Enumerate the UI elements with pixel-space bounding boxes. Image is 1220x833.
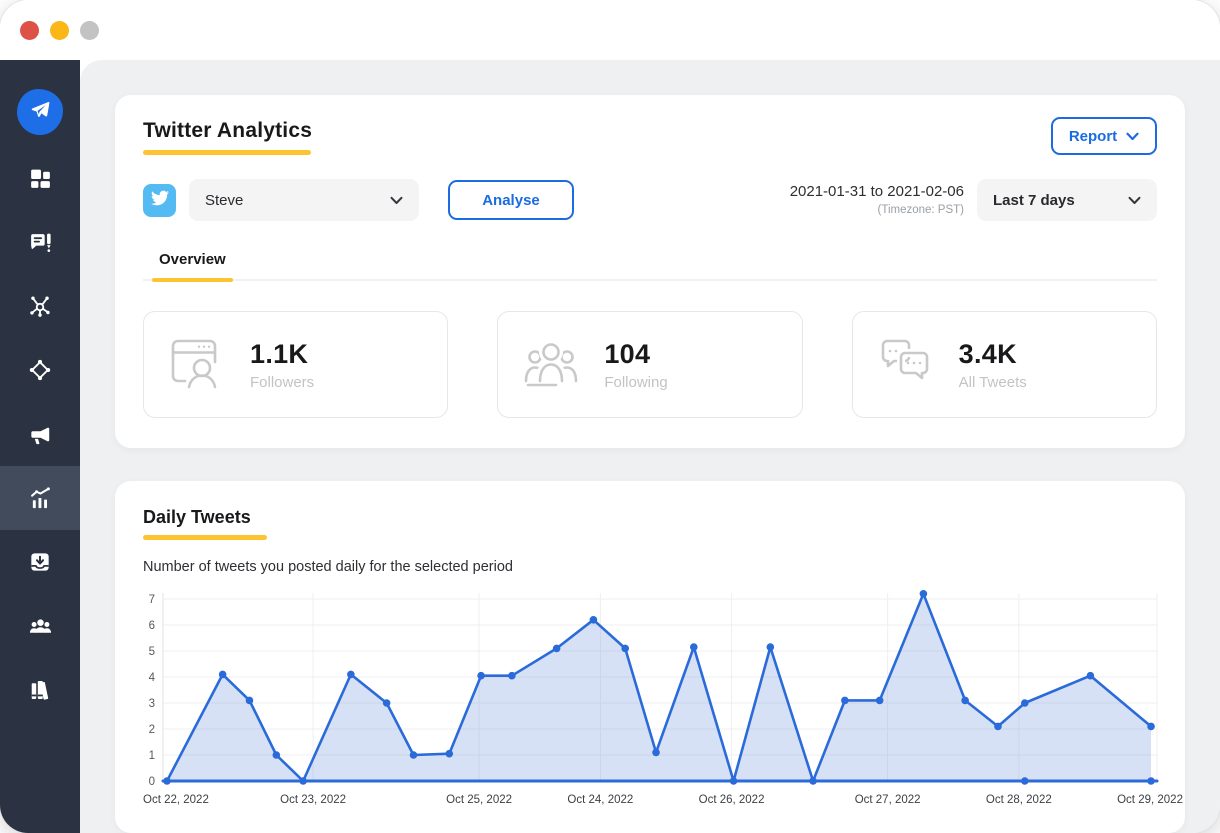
chart-title: Daily Tweets [143, 507, 251, 527]
profile-window-icon [168, 335, 226, 394]
sidebar-item-targets[interactable] [0, 338, 80, 402]
sidebar [0, 60, 80, 833]
stat-card-followers: 1.1K Followers [143, 311, 449, 418]
close-window-button[interactable] [20, 20, 39, 40]
tab-active-underline [152, 278, 233, 282]
send-icon [29, 99, 51, 126]
sidebar-item-analytics[interactable] [0, 466, 80, 530]
sidebar-item-team[interactable] [0, 594, 80, 658]
sidebar-item-logo[interactable] [0, 78, 80, 146]
line-area-chart: 0 1 2 3 4 5 6 7 Oct 22, 2022 Oct 23, 2022 Oct 25, … [143, 590, 1183, 806]
timezone-note: (Timezone: PST) [877, 203, 964, 216]
stat-card-all-tweets: 3.4K All Tweets [851, 311, 1157, 418]
svg-text:2: 2 [149, 724, 155, 736]
stat-label: Followers [250, 373, 315, 391]
sidebar-item-campaigns[interactable] [0, 402, 80, 466]
megaphone-icon [27, 421, 53, 447]
sidebar-item-dashboard[interactable] [0, 146, 80, 210]
sidebar-item-library[interactable] [0, 658, 80, 722]
analyse-button[interactable]: Analyse [448, 180, 574, 220]
inbox-download-icon [27, 549, 53, 575]
team-icon [27, 613, 54, 640]
chart-subtitle: Number of tweets you posted daily for th… [143, 559, 513, 575]
date-range-text: 2021-01-31 to 2021-02-06 [789, 182, 964, 200]
stat-value: 104 [604, 338, 651, 369]
daily-tweets-chart: 0 1 2 3 4 5 6 7 Oct 22, 2022 Oct 23, 2022 Oct 25, … [143, 590, 1183, 817]
svg-text:6: 6 [149, 620, 155, 632]
window-titlebar [0, 0, 1220, 60]
daily-tweets-card: Daily Tweets Number of tweets you posted… [115, 481, 1185, 833]
main-content: Twitter Analytics Report [80, 60, 1220, 833]
svg-text:7: 7 [149, 594, 155, 606]
stat-value: 3.4K [958, 338, 1017, 369]
dashboard-icon [28, 166, 53, 191]
stat-value: 1.1K [250, 338, 309, 369]
period-select[interactable]: Last 7 days [977, 179, 1157, 221]
group-icon [522, 335, 580, 394]
svg-text:Oct 24, 2022: Oct 24, 2022 [567, 794, 633, 806]
chat-bubbles-icon [877, 335, 935, 394]
svg-text:1: 1 [149, 750, 155, 762]
svg-text:Oct 23, 2022: Oct 23, 2022 [280, 794, 346, 806]
svg-text:3: 3 [149, 698, 155, 710]
chevron-down-icon [1126, 128, 1139, 145]
account-select-value: Steve [205, 191, 244, 209]
svg-text:0: 0 [149, 776, 155, 788]
zoom-window-button[interactable] [80, 20, 99, 40]
chevron-down-icon [1128, 192, 1141, 209]
sidebar-item-posts[interactable] [0, 210, 80, 274]
analyse-button-label: Analyse [482, 191, 540, 209]
report-button-label: Report [1068, 127, 1118, 145]
stat-card-following: 104 Following [497, 311, 803, 418]
svg-text:5: 5 [149, 646, 155, 658]
svg-text:Oct 22, 2022: Oct 22, 2022 [143, 794, 209, 806]
tab-overview-label: Overview [159, 251, 226, 268]
chart-title-underline [143, 535, 267, 540]
network-icon [27, 293, 53, 319]
twitter-badge [143, 183, 176, 217]
svg-text:Oct 26, 2022: Oct 26, 2022 [699, 794, 765, 806]
sidebar-item-inbox[interactable] [0, 530, 80, 594]
sidebar-item-network[interactable] [0, 274, 80, 338]
diamond-nodes-icon [27, 357, 53, 383]
title-underline [143, 150, 311, 155]
stat-label: All Tweets [958, 373, 1027, 391]
svg-text:4: 4 [149, 672, 156, 684]
date-range-block: 2021-01-31 to 2021-02-06 (Timezone: PST) [790, 183, 964, 217]
app-logo [17, 89, 63, 135]
period-select-value: Last 7 days [993, 191, 1075, 209]
svg-text:Oct 27, 2022: Oct 27, 2022 [855, 794, 921, 806]
page-title: Twitter Analytics [143, 119, 313, 142]
tab-overview[interactable]: Overview [152, 251, 233, 282]
tabs-bar: Overview [143, 251, 1157, 282]
svg-text:Oct 25, 2022: Oct 25, 2022 [446, 794, 512, 806]
account-select[interactable]: Steve [189, 179, 419, 221]
analytics-header-card: Twitter Analytics Report [115, 95, 1185, 448]
books-icon [27, 677, 54, 704]
minimize-window-button[interactable] [50, 20, 69, 40]
report-button[interactable]: Report [1051, 117, 1157, 155]
twitter-icon [150, 189, 169, 212]
chevron-down-icon [390, 192, 403, 209]
stat-label: Following [604, 373, 668, 391]
chat-compose-icon [28, 230, 53, 255]
svg-text:Oct 29, 2022: Oct 29, 2022 [1117, 794, 1183, 806]
svg-text:Oct 28, 2022: Oct 28, 2022 [986, 794, 1052, 806]
bar-chart-trend-icon [27, 485, 54, 512]
